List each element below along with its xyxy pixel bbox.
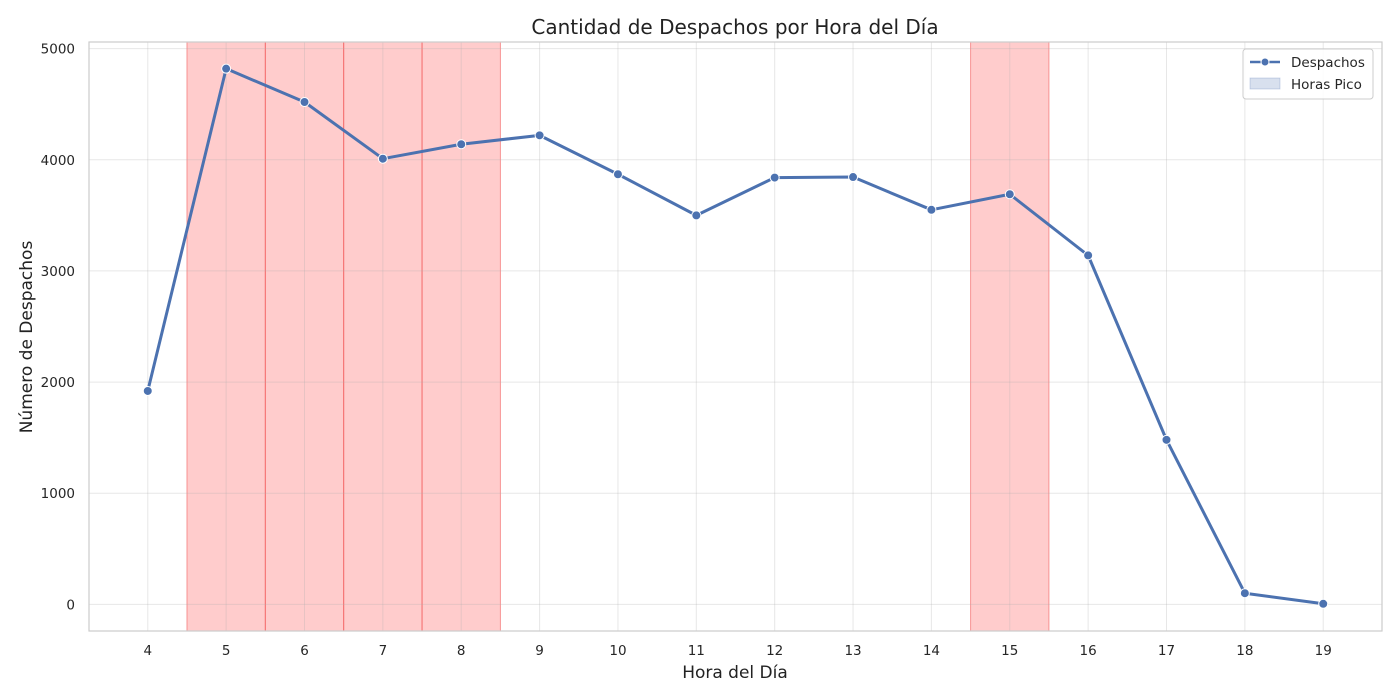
peak-band-hour-15 — [970, 41, 1050, 632]
x-tick-label: 10 — [609, 643, 626, 659]
x-tick-label: 18 — [1236, 643, 1253, 659]
x-tick-label: 7 — [379, 643, 388, 659]
x-axis-label: Hora del Día — [682, 663, 788, 683]
legend-marker-swatch — [1260, 57, 1270, 67]
y-tick-label: 3000 — [41, 264, 75, 280]
y-tick-label: 2000 — [41, 375, 75, 391]
x-tick-label: 14 — [923, 643, 940, 659]
x-tick-label: 5 — [222, 643, 231, 659]
x-tick-label: 6 — [300, 643, 309, 659]
data-point — [377, 153, 388, 164]
data-point — [1083, 250, 1094, 261]
grid-lines — [89, 42, 1382, 631]
y-axis-label: Número de Despachos — [17, 241, 37, 434]
x-tick-label: 9 — [535, 643, 544, 659]
data-point — [926, 204, 937, 215]
x-tick-label: 12 — [766, 643, 783, 659]
data-point — [1004, 189, 1015, 200]
data-point — [299, 97, 310, 108]
y-axis-ticks: 0 1000 2000 3000 4000 5000 — [41, 42, 75, 614]
x-tick-label: 15 — [1001, 643, 1018, 659]
data-point — [1239, 588, 1250, 599]
data-point — [456, 139, 467, 150]
y-tick-label: 4000 — [41, 153, 75, 169]
x-tick-label: 19 — [1315, 643, 1332, 659]
x-tick-label: 4 — [143, 643, 152, 659]
series-line — [146, 67, 1325, 606]
y-tick-label: 0 — [66, 597, 75, 613]
y-tick-label: 5000 — [41, 42, 75, 58]
chart-title: Cantidad de Despachos por Hora del Día — [531, 15, 938, 39]
plot-frame — [88, 41, 1383, 632]
x-tick-label: 17 — [1158, 643, 1175, 659]
x-tick-label: 16 — [1080, 643, 1097, 659]
x-tick-label: 11 — [688, 643, 705, 659]
data-point — [221, 63, 232, 74]
data-point — [142, 385, 153, 396]
data-point — [534, 130, 545, 141]
data-point — [1318, 598, 1329, 609]
data-point — [1161, 434, 1172, 445]
legend: Despachos Horas Pico — [1242, 48, 1374, 100]
legend-entry-despachos: Despachos — [1291, 55, 1365, 71]
data-point — [769, 172, 780, 183]
y-tick-label: 1000 — [41, 486, 75, 502]
x-tick-label: 8 — [457, 643, 466, 659]
series-despachos — [142, 63, 1329, 609]
legend-band-swatch — [1249, 77, 1281, 90]
x-axis-ticks: 4 5 6 7 8 9 10 11 12 13 14 15 16 17 18 19 — [143, 643, 1331, 659]
data-point — [612, 169, 623, 180]
legend-entry-horas-pico: Horas Pico — [1291, 77, 1362, 93]
peak-band-hour-5 — [186, 41, 266, 632]
x-tick-label: 13 — [844, 643, 861, 659]
data-point — [848, 172, 859, 183]
data-point — [691, 210, 702, 221]
peak-band-hour-6 — [264, 41, 345, 632]
